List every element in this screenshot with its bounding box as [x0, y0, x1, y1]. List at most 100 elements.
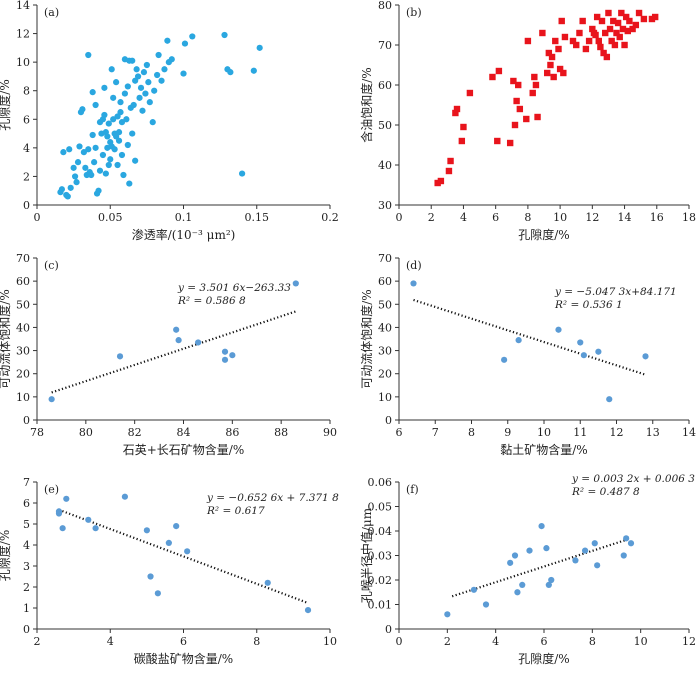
x-tick-label: 86: [225, 426, 239, 439]
data-point: [250, 67, 257, 74]
data-point: [572, 557, 579, 564]
data-point: [115, 137, 123, 144]
chart-panel-f: 0 2 4 6 8 10 12 0 0.01 0.02 0.03 0.04 0.05 0.06 (f) 孔隙度…: [359, 473, 696, 666]
x-tick-label: 2: [34, 635, 41, 648]
data-point: [256, 44, 263, 51]
panel-label: (f): [406, 483, 419, 496]
data-point: [632, 21, 640, 29]
r-squared-label: R² = 0.536 1: [554, 299, 623, 311]
data-point: [600, 49, 607, 57]
data-point: [76, 143, 83, 150]
data-point: [221, 348, 229, 355]
data-point: [539, 29, 546, 37]
y-axis-title: 孔喉半径中值/μm: [359, 507, 374, 603]
regression-equation: y = −0.652 6x + 7.371 8: [206, 492, 339, 504]
trendline: [413, 298, 646, 376]
data-point: [624, 27, 631, 35]
data-point: [96, 167, 104, 174]
regression-equation: y = −5.047 3x+84.171: [554, 286, 677, 298]
data-point: [130, 101, 137, 109]
y-tick-label: 30: [378, 199, 392, 212]
data-point: [519, 581, 526, 589]
x-tick-label: 12: [610, 426, 624, 439]
x-tick-label: 80: [79, 426, 93, 439]
data-point: [589, 25, 596, 33]
data-point: [92, 525, 99, 532]
data-point: [593, 13, 601, 21]
y-tick-label: 70: [16, 252, 30, 265]
data-point: [538, 523, 545, 530]
data-point: [105, 161, 112, 169]
data-point: [89, 89, 96, 96]
y-tick-label: 50: [378, 119, 392, 132]
data-point: [91, 159, 98, 166]
data-point: [524, 37, 532, 45]
y-tick-label: 0.05: [368, 501, 393, 514]
data-point: [635, 9, 643, 17]
y-tick-label: 2: [23, 170, 30, 183]
y-tick-label: 0: [385, 414, 392, 427]
x-tick-label: 4: [107, 635, 114, 648]
x-tick-label: 18: [682, 211, 696, 224]
data-point: [556, 65, 564, 73]
x-tick-label: 0: [34, 211, 41, 224]
data-point: [115, 129, 123, 136]
data-point: [121, 90, 128, 97]
data-point: [133, 66, 140, 73]
y-axis-title: 孔隙度/%: [0, 79, 12, 130]
data-point: [515, 81, 522, 89]
data-point: [611, 41, 619, 49]
data-point: [134, 73, 142, 80]
data-point: [108, 66, 115, 73]
data-point: [515, 337, 522, 344]
data-point: [113, 79, 120, 86]
data-point: [444, 611, 451, 618]
y-tick-label: 20: [378, 368, 392, 381]
x-tick-label: 10: [323, 635, 337, 648]
x-tick-label: 0.05: [98, 211, 123, 224]
data-point: [154, 590, 161, 597]
y-tick-label: 0.04: [368, 525, 393, 538]
regression-equation: y = 0.003 2x + 0.006 3: [571, 473, 695, 485]
y-tick-label: 4: [23, 142, 30, 155]
data-point: [507, 559, 514, 566]
data-point: [620, 552, 627, 559]
panel-label: (e): [44, 483, 59, 496]
data-point: [139, 107, 146, 114]
x-axis-title: 黏土矿物含量/%: [500, 442, 587, 457]
data-point: [221, 31, 228, 39]
data-point: [129, 130, 136, 137]
y-tick-label: 80: [378, 0, 392, 12]
data-point: [161, 66, 168, 73]
data-point: [627, 540, 635, 547]
data-point: [598, 17, 606, 25]
data-point: [195, 339, 202, 346]
data-point: [651, 13, 659, 21]
x-axis-title: 碳酸盐矿物含量/%: [134, 651, 233, 666]
data-point: [576, 29, 583, 37]
trendline: [451, 538, 629, 598]
data-point: [151, 87, 158, 94]
data-point: [99, 151, 107, 159]
data-point: [147, 573, 154, 580]
data-point: [137, 84, 145, 91]
data-point: [452, 109, 459, 117]
data-point: [67, 184, 74, 191]
data-point: [129, 57, 136, 64]
data-point: [510, 77, 517, 85]
y-tick-label: 60: [378, 275, 392, 288]
y-tick-label: 5: [23, 518, 30, 531]
data-point: [95, 187, 102, 194]
data-point: [59, 525, 66, 532]
data-point: [560, 69, 567, 77]
x-tick-label: 6: [180, 635, 187, 648]
data-point: [501, 356, 508, 363]
x-tick-label: 10: [537, 426, 551, 439]
x-tick-label: 6: [396, 426, 403, 439]
data-point: [110, 116, 117, 123]
data-point: [140, 69, 148, 76]
data-point: [82, 164, 89, 171]
x-tick-label: 14: [682, 426, 696, 439]
y-tick-label: 4: [23, 539, 30, 552]
y-tick-label: 70: [378, 39, 392, 52]
